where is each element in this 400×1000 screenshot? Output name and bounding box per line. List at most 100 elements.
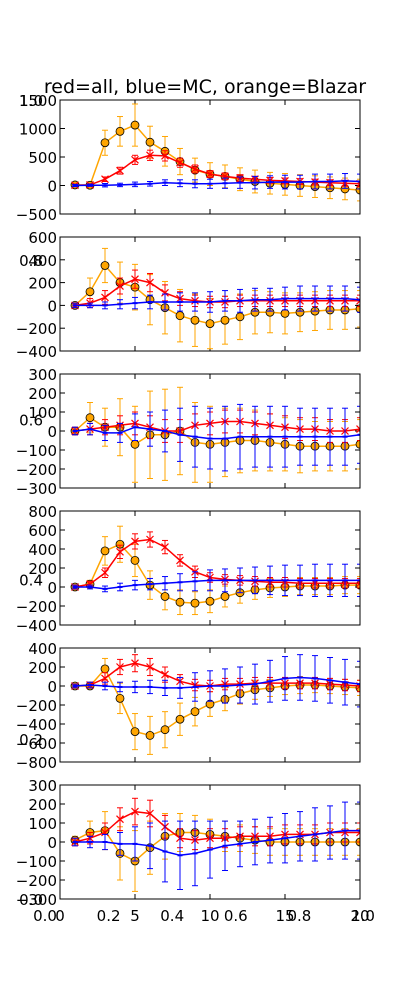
y-tick-label: 200: [28, 659, 57, 677]
y-tick-label: −200: [16, 320, 57, 338]
data-point: [131, 275, 139, 284]
data-point: [175, 311, 185, 321]
y-tick-label: −400: [16, 343, 57, 361]
data-point: [131, 659, 139, 668]
y-tick-label: 0: [47, 297, 57, 315]
data-point: [100, 261, 110, 270]
plot-area: [70, 797, 360, 892]
y-tick-label: −500: [16, 206, 57, 224]
data-point: [101, 293, 109, 302]
y-tick-label: 0: [47, 423, 57, 441]
y-tick-label: −100: [16, 853, 57, 871]
y-tick-label: 300: [28, 366, 57, 384]
panels: −500050010001500−400−2000200400600−300−2…: [16, 92, 370, 925]
data-point: [176, 556, 184, 565]
plot-area: [70, 525, 360, 616]
y-tick-label: −300: [16, 891, 57, 909]
overlay-y-tick-label: 0.0: [19, 891, 43, 909]
x-tick-label: 10: [200, 907, 219, 925]
series-all: [71, 531, 360, 591]
series-MC: [72, 801, 360, 890]
overlay-x-tick-label: 1.0: [351, 907, 375, 925]
data-point: [131, 155, 139, 164]
subplot-2: −400 −200 0 200 400 600: [16, 229, 361, 361]
chart-title: red=all, blue=MC, orange=Blazar: [44, 76, 366, 98]
overlay-x-tick-label: 0.0: [33, 907, 57, 925]
x-tick-label: 15: [275, 907, 294, 925]
data-point: [206, 170, 214, 179]
data-point: [115, 126, 125, 136]
data-point: [100, 546, 110, 556]
y-tick-label: −200: [16, 697, 57, 715]
data-point: [221, 172, 229, 181]
axes-frame: [59, 510, 361, 626]
data-point: [146, 278, 154, 287]
series-Blazar: [70, 525, 360, 616]
y-tick-label: 200: [28, 560, 57, 578]
y-tick-label: −200: [16, 872, 57, 890]
data-point: [160, 592, 170, 601]
overlay-y-tick-label: 0.6: [19, 412, 43, 430]
x-tick-label: 5: [130, 907, 140, 925]
data-point: [355, 185, 360, 195]
data-point: [190, 315, 200, 325]
y-tick-label: −200: [16, 461, 57, 479]
series-line: [74, 420, 360, 432]
y-tick-label: 200: [28, 275, 57, 293]
plot-area: [70, 247, 360, 350]
data-point: [101, 175, 109, 184]
overlay-y-tick-label: 0.2: [19, 731, 43, 749]
overlay-x-tick-label: 0.4: [160, 907, 184, 925]
y-tick-label: 100: [28, 815, 57, 833]
y-tick-label: 300: [28, 777, 57, 795]
series-line: [74, 662, 360, 687]
y-tick-label: −100: [16, 442, 57, 460]
axes-frame: [59, 236, 361, 352]
y-tick-label: 600: [28, 229, 57, 247]
data-point: [145, 137, 155, 147]
data-point: [161, 288, 169, 297]
data-point: [205, 319, 215, 329]
y-tick-label: 500: [28, 149, 57, 167]
data-point: [130, 439, 140, 449]
series-Blazar: [70, 386, 360, 483]
data-point: [356, 425, 360, 434]
plot-area: [70, 103, 360, 202]
series-MC: [72, 173, 360, 190]
y-tick-label: 100: [28, 404, 57, 422]
series-Blazar: [70, 103, 360, 202]
data-point: [146, 535, 154, 544]
y-tick-label: 400: [28, 252, 57, 270]
data-point: [280, 308, 290, 318]
y-tick-label: −600: [16, 735, 57, 753]
data-point: [130, 556, 140, 565]
data-point: [131, 807, 139, 816]
y-tick-label: 200: [28, 385, 57, 403]
y-tick-label: −200: [16, 598, 57, 616]
series-line: [74, 264, 360, 325]
data-point: [191, 165, 199, 173]
plot-area: [70, 386, 360, 483]
y-tick-label: −400: [16, 617, 57, 635]
data-point: [175, 597, 185, 607]
data-point: [355, 439, 360, 449]
x-tick-label: 0: [55, 907, 65, 925]
data-point: [115, 693, 125, 703]
data-point: [145, 731, 155, 740]
y-tick-label: 800: [28, 503, 57, 521]
data-point: [235, 312, 245, 322]
data-point: [190, 598, 200, 608]
data-point: [161, 151, 169, 160]
data-point: [356, 296, 360, 305]
data-point: [130, 120, 140, 130]
y-tick-label: 1500: [19, 92, 57, 110]
data-point: [160, 725, 170, 735]
y-tick-label: 1000: [19, 121, 57, 139]
series-MC: [72, 285, 360, 313]
y-tick-label: 200: [28, 796, 57, 814]
data-point: [116, 815, 124, 824]
y-tick-label: −300: [16, 480, 57, 498]
